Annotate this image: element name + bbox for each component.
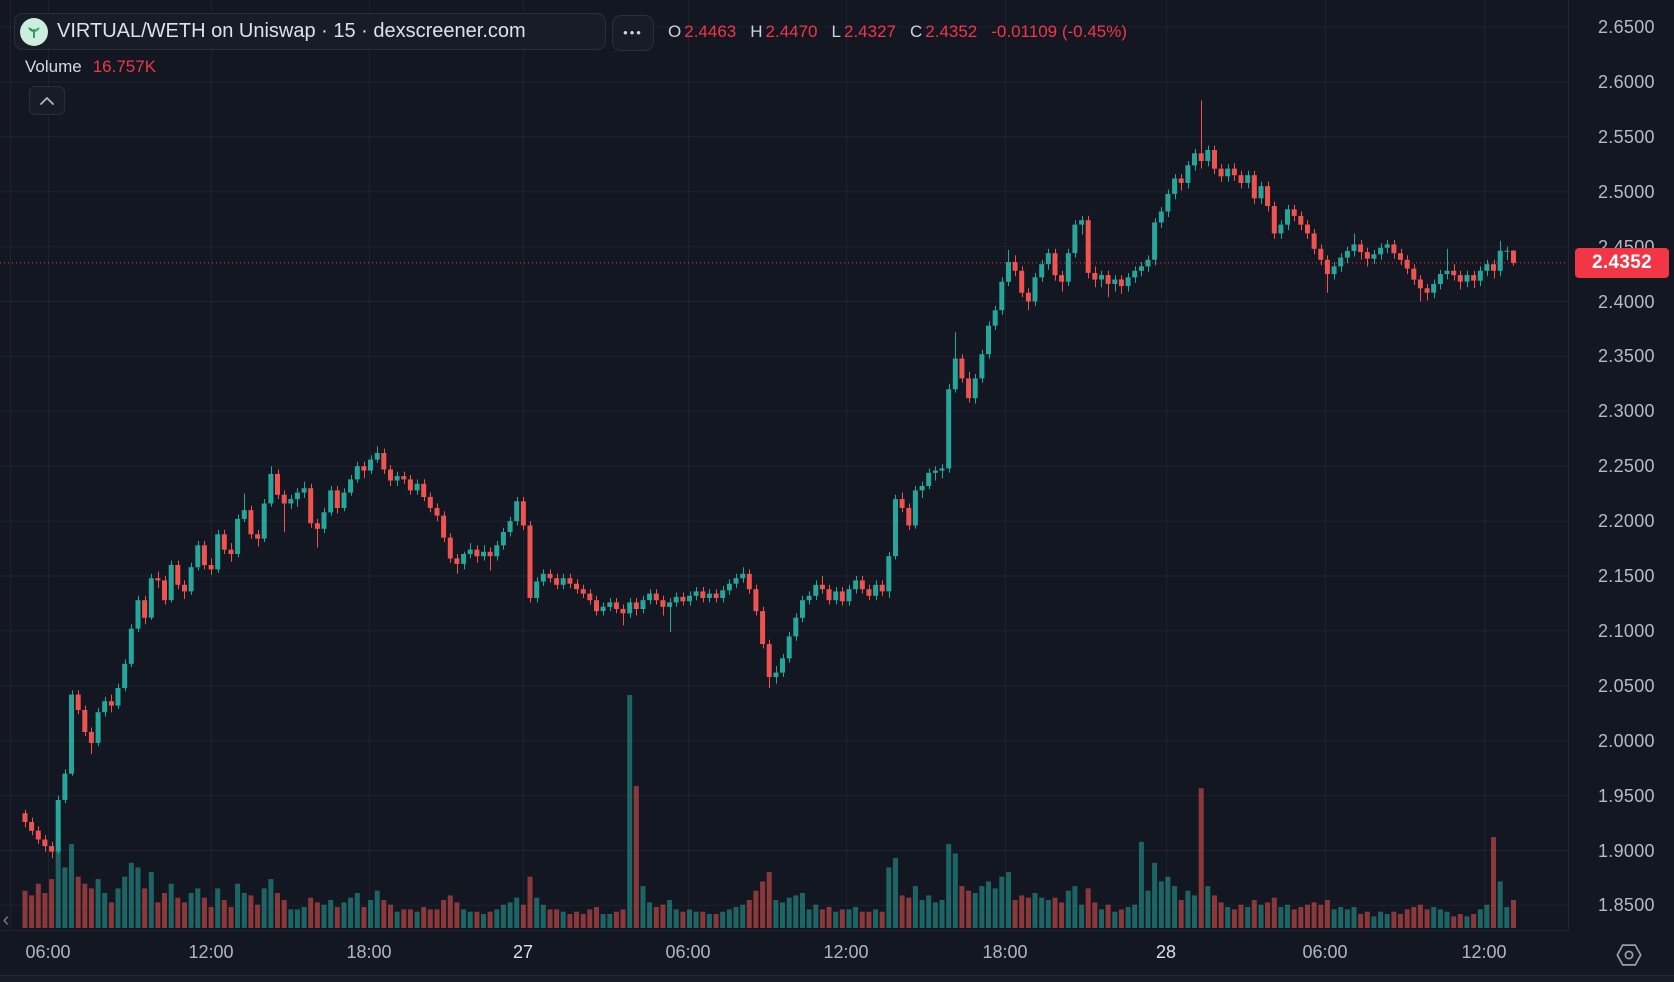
- volume-label: Volume: [25, 57, 82, 76]
- price-tick-label: 2.1500: [1598, 566, 1655, 586]
- chevron-up-icon: [40, 96, 54, 105]
- virtuals-token-icon: [20, 17, 48, 46]
- collapse-left-panel-icon[interactable]: ‹: [2, 909, 10, 931]
- time-tick-label: 06:00: [1302, 942, 1348, 962]
- low-label: L: [831, 22, 841, 41]
- price-chart-canvas[interactable]: [0, 0, 1568, 928]
- ellipsis-icon: •••: [623, 24, 643, 40]
- volume-readout: Volume 16.757K: [25, 55, 156, 79]
- close-label: C: [909, 22, 923, 41]
- time-axis[interactable]: 06:00 12:00 18:00 27 06:00 12:00 18:00 28 06:00 1…: [0, 930, 1568, 976]
- change-value: -0.01109 (-0.45%): [991, 22, 1128, 41]
- price-tick-label: 2.3500: [1598, 346, 1655, 367]
- close-value: 2.4352: [925, 22, 978, 41]
- price-tick-label: 2.1000: [1598, 620, 1655, 641]
- price-tick-label: 2.0000: [1598, 730, 1655, 751]
- price-tick-label: 2.6500: [1598, 17, 1655, 37]
- settings-gear-icon[interactable]: [1615, 942, 1643, 968]
- time-tick-label: 06:00: [665, 942, 711, 962]
- collapse-indicator-button[interactable]: [29, 86, 65, 115]
- time-tick-label: 12:00: [188, 942, 234, 962]
- price-tick-label: 2.5500: [1598, 126, 1655, 147]
- price-tick-label: 1.9500: [1598, 785, 1655, 806]
- price-tick-label: 2.3000: [1598, 401, 1655, 422]
- bottom-edge-strip: [0, 975, 1674, 982]
- ohlc-readout: O 2.4463 H 2.4470 L 2.4327 C 2.4352 -0.01109…: [668, 15, 1127, 49]
- price-tick-label: 2.4000: [1598, 291, 1655, 312]
- high-label: H: [750, 22, 763, 41]
- time-tick-label: 27: [512, 942, 534, 962]
- symbol-button[interactable]: VIRTUAL/WETH on Uniswap · 15 · dexscreen…: [14, 13, 606, 50]
- time-tick-label: 18:00: [346, 942, 392, 962]
- candles: [22, 100, 1516, 859]
- price-tick-label: 2.2500: [1598, 456, 1655, 477]
- more-menu-button[interactable]: •••: [612, 15, 654, 51]
- volume-value: 16.757K: [92, 57, 157, 76]
- price-tick-label: 1.9000: [1598, 840, 1655, 861]
- left-panel-divider: [10, 0, 11, 975]
- gridlines: [0, 0, 1568, 928]
- open-value: 2.4463: [684, 22, 737, 41]
- price-tick-label: 2.6000: [1598, 71, 1655, 92]
- price-tick-label: 2.0500: [1598, 675, 1655, 696]
- time-tick-label: 06:00: [25, 942, 71, 962]
- time-tick-label: 12:00: [1461, 942, 1507, 962]
- time-tick-label: 18:00: [982, 942, 1028, 962]
- high-value: 2.4470: [765, 22, 818, 41]
- price-tick-label: 2.5000: [1598, 181, 1655, 202]
- time-tick-label: 12:00: [823, 942, 869, 962]
- last-price-badge: 2.4352: [1575, 248, 1669, 278]
- price-tick-label: 2.2000: [1598, 511, 1655, 532]
- price-axis[interactable]: 2.6500 2.6000 2.5500 2.5000 2.4500 2.4000 2.35…: [1568, 0, 1674, 966]
- low-value: 2.4327: [843, 22, 896, 41]
- open-label: O: [668, 22, 682, 41]
- time-tick-label: 28: [1155, 942, 1177, 962]
- symbol-title: VIRTUAL/WETH on Uniswap · 15 · dexscreen…: [57, 20, 526, 42]
- volume-bars: [22, 695, 1516, 928]
- price-tick-label: 1.8500: [1598, 895, 1655, 916]
